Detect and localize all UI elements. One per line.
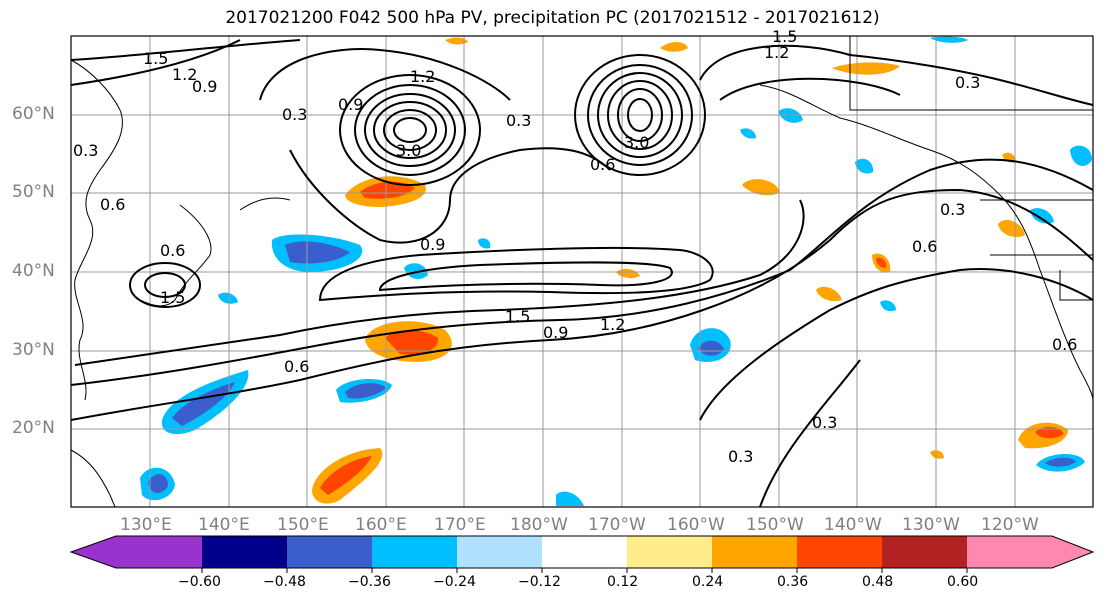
contour-label: 0.3 — [506, 111, 531, 130]
contour-label: 0.9 — [420, 235, 445, 254]
lon-label: 170°W — [588, 515, 646, 535]
contour-label: 0.6 — [590, 155, 615, 174]
map-figure: 1.5 1.2 0.9 0.3 0.6 1.2 0.9 0.3 3.0 3.0 … — [0, 0, 1105, 601]
lon-label: 140°W — [824, 515, 882, 535]
contour-label: 0.3 — [73, 141, 98, 160]
contour-label: 0.6 — [1052, 335, 1077, 354]
colorbar-tick-label: −0.24 — [433, 574, 476, 590]
lon-label: 120°W — [981, 515, 1039, 535]
contour-label: 1.2 — [410, 67, 435, 86]
lat-label: 20°N — [12, 418, 55, 438]
lon-label: 170°E — [434, 515, 486, 535]
colorbar-tick-label: 0.36 — [777, 574, 808, 590]
contour-label: 1.5 — [505, 307, 530, 326]
lon-label: 180°W — [510, 515, 568, 535]
colorbar-tick-label: 0.48 — [862, 574, 893, 590]
contour-label: 0.6 — [912, 237, 937, 256]
contour-label: 0.3 — [282, 105, 307, 124]
contour-label: 0.3 — [940, 200, 965, 219]
contour-label: 3.0 — [396, 141, 421, 160]
colorbar-tick-label: −0.48 — [263, 574, 306, 590]
colorbar-tick-label: 0.60 — [947, 574, 978, 590]
colorbar-tick-label: 0.24 — [692, 574, 723, 590]
colorbar — [71, 536, 1093, 573]
contour-label: 3.0 — [624, 133, 649, 152]
contour-label: 1.2 — [764, 43, 789, 62]
colorbar-tick-label: −0.60 — [178, 574, 221, 590]
lon-label: 140°E — [198, 515, 250, 535]
contour-label: 0.3 — [955, 73, 980, 92]
colorbar-tick-label: −0.36 — [348, 574, 391, 590]
lon-label: 130°W — [902, 515, 960, 535]
lat-label: 50°N — [12, 182, 55, 202]
contour-label: 0.6 — [284, 357, 309, 376]
colorbar-tick-label: 0.12 — [607, 574, 638, 590]
contour-label: 0.9 — [338, 95, 363, 114]
contour-label: 0.6 — [100, 195, 125, 214]
contour-label: 0.3 — [728, 447, 753, 466]
lat-label: 40°N — [12, 261, 55, 281]
lat-label: 30°N — [12, 340, 55, 360]
colorbar-tick-label: −0.12 — [518, 574, 561, 590]
contour-label: 0.9 — [543, 323, 568, 342]
lon-label: 150°W — [746, 515, 804, 535]
lon-label: 130°E — [120, 515, 172, 535]
lon-label: 150°E — [277, 515, 329, 535]
contour-label: 0.3 — [812, 413, 837, 432]
contour-label: 1.5 — [160, 288, 185, 307]
contour-label: 0.9 — [192, 77, 217, 96]
lon-label: 160°W — [667, 515, 725, 535]
contour-label: 0.6 — [160, 241, 185, 260]
contour-label: 1.5 — [143, 49, 168, 68]
contour-label: 1.2 — [600, 315, 625, 334]
lat-label: 60°N — [12, 104, 55, 124]
lon-label: 160°E — [355, 515, 407, 535]
